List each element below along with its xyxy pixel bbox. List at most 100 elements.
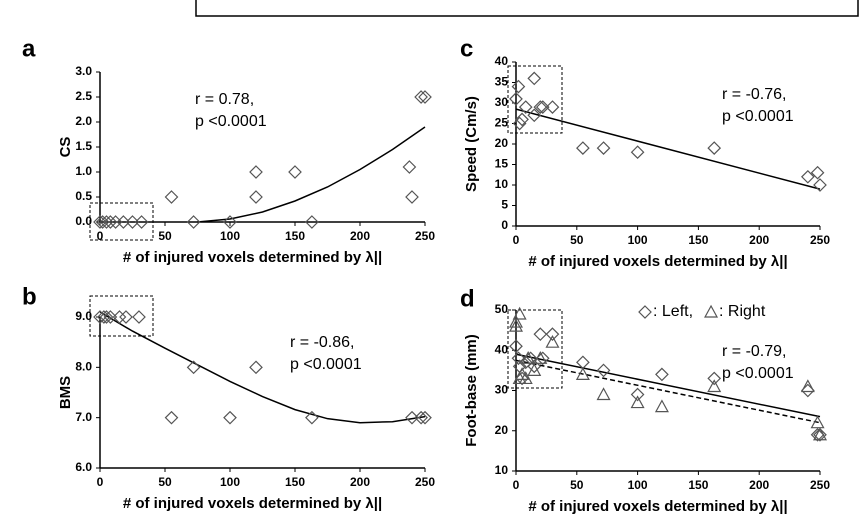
diamond-point [630, 387, 645, 402]
y-tick-label: 40 [495, 54, 509, 68]
diamond-point [164, 190, 179, 204]
y-tick-label: 20 [495, 136, 509, 150]
diamond-point [518, 355, 533, 370]
x-tick-label: 200 [749, 478, 769, 492]
y-tick-label: 1.0 [75, 164, 92, 178]
triangle-point [512, 306, 527, 320]
y-axis-title: BMS [57, 376, 74, 409]
diamond-point [132, 310, 146, 324]
y-tick-label: 25 [495, 116, 509, 130]
x-axis-title: # of injured voxels determined by λ|| [528, 498, 787, 515]
diamond-point [414, 410, 428, 425]
y-tick-label: 9.0 [75, 309, 92, 323]
diamond-point [813, 427, 827, 442]
diamond-point [576, 141, 590, 155]
y-tick-label: 8.0 [75, 360, 92, 374]
trend-line [515, 359, 821, 424]
diamond-point [103, 215, 118, 229]
diamond-point [186, 215, 201, 229]
triangle-point [518, 371, 533, 385]
triangle-point [596, 387, 611, 401]
x-tick-label: 250 [415, 475, 435, 489]
x-tick-label: 50 [158, 475, 172, 489]
triangle-point [575, 367, 590, 380]
triangle-point [508, 314, 524, 328]
trend-line [197, 126, 426, 223]
panel-letter: c [460, 35, 473, 62]
triangle-point [810, 415, 825, 429]
legend-label: : Left, [653, 303, 693, 320]
diamond-point [527, 108, 542, 123]
diamond-point [119, 310, 133, 324]
diamond-point [813, 178, 827, 192]
highlight-box [89, 295, 154, 337]
diamond-point [810, 165, 825, 180]
x-tick-label: 200 [749, 233, 769, 247]
diamond-point [402, 160, 417, 174]
y-tick-label: 10 [495, 177, 509, 191]
diamond-point [515, 112, 529, 127]
diamond-point [97, 310, 111, 324]
y-tick-label: 40 [495, 342, 509, 356]
panel-letter: d [460, 285, 475, 312]
y-tick-label: 10 [495, 463, 509, 477]
diamond-point [800, 169, 815, 184]
diamond-point [630, 145, 645, 160]
y-tick-label: 2.5 [75, 89, 92, 103]
triangle-point [707, 379, 722, 393]
y-axis-title: CS [57, 137, 74, 158]
diamond-point [93, 310, 107, 324]
diamond-point [103, 310, 118, 324]
diamond-point [707, 371, 722, 386]
x-axis-title: # of injured voxels determined by λ|| [123, 495, 382, 512]
highlight-box [507, 65, 563, 134]
diamond-point [405, 410, 419, 425]
y-tick-label: 0.5 [75, 189, 92, 203]
y-tick-label: 20 [495, 423, 509, 437]
y-tick-label: 2.0 [75, 114, 92, 128]
diamond-point [99, 215, 114, 229]
diamond-point [509, 339, 523, 354]
y-tick-label: 5 [501, 198, 508, 212]
diamond-point [99, 310, 114, 324]
triangle-point [800, 379, 815, 393]
triangle-point [654, 399, 669, 413]
x-tick-label: 0 [97, 475, 104, 489]
x-tick-label: 250 [810, 233, 830, 247]
diamond-point [512, 116, 527, 131]
diamond-point [223, 215, 237, 229]
diamond-point [596, 363, 611, 378]
y-axis-title: Speed (Cm/s) [463, 96, 480, 192]
annotation: r = -0.86, [290, 334, 354, 351]
x-tick-label: 50 [570, 478, 584, 492]
diamond-point [223, 410, 237, 425]
trend-line [99, 311, 426, 424]
x-tick-label: 50 [158, 229, 172, 243]
diamond-point [655, 367, 669, 382]
diamond-point [116, 215, 131, 229]
x-tick-label: 150 [688, 233, 708, 247]
y-tick-label: 0.0 [75, 214, 92, 228]
annotation: r = -0.79, [722, 343, 786, 360]
annotation: r = -0.76, [722, 86, 786, 103]
diamond-point [112, 310, 127, 324]
panel-letter: a [22, 35, 36, 62]
diamond-point [186, 360, 201, 375]
x-tick-label: 50 [570, 233, 584, 247]
annotation: p <0.0001 [722, 108, 794, 125]
diamond-point [518, 100, 533, 114]
diamond-point [707, 141, 722, 155]
y-tick-label: 30 [495, 383, 509, 397]
y-tick-label: 30 [495, 95, 509, 109]
diamond-point [545, 327, 560, 341]
diamond-point [509, 92, 523, 106]
annotation: p <0.0001 [290, 356, 362, 373]
diamond-point [288, 165, 302, 179]
trend-line [515, 353, 821, 418]
diamond-point [545, 100, 560, 114]
x-tick-label: 0 [513, 478, 520, 492]
y-axis-title: Foot-base (mm) [463, 334, 480, 447]
diamond-point [305, 410, 319, 425]
